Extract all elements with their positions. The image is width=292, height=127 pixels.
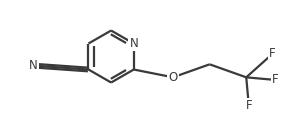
- Text: F: F: [269, 47, 276, 60]
- Text: N: N: [29, 59, 38, 72]
- Text: F: F: [246, 99, 252, 112]
- Text: O: O: [168, 71, 178, 84]
- Text: N: N: [129, 37, 138, 50]
- Text: F: F: [272, 73, 278, 86]
